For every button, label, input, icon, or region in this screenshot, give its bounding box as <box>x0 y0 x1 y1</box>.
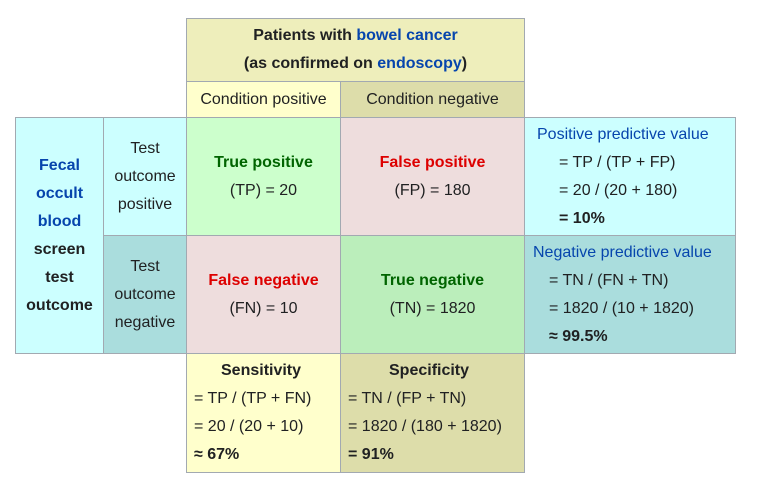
test-name-line-4: screen <box>33 240 86 258</box>
false-negative-value: (FN) = 10 <box>229 299 298 317</box>
ppv-calculation: = 20 / (20 + 180) <box>559 181 678 199</box>
condition-negative-label: Condition negative <box>366 90 499 108</box>
test-negative-line-3: negative <box>114 313 176 331</box>
header-subtitle-close: ) <box>461 55 468 72</box>
specificity-title-link[interactable]: Specificity <box>389 362 470 379</box>
npv-title-link[interactable]: Negative predictive value <box>533 243 712 261</box>
sensitivity-cell: Sensitivity = TP / (TP + FN) = 20 / (20 … <box>186 353 341 473</box>
true-negative-value: (TN) = 1820 <box>389 299 476 317</box>
header-subtitle: (as confirmed on endoscopy) <box>244 50 467 78</box>
true-negative-label: True negative <box>380 271 485 289</box>
specificity-cell: Specificity = TN / (FP + TN) = 1820 / (1… <box>340 353 525 473</box>
test-negative-line-1: Test <box>130 257 160 275</box>
specificity-calculation: = 1820 / (180 + 1820) <box>348 418 502 435</box>
fecal-occult-blood-link[interactable]: Fecal occult blood <box>36 152 83 236</box>
specificity-formula: = TN / (FP + TN) <box>348 390 467 407</box>
ppv-cell: Positive predictive value = TP / (TP + F… <box>524 117 736 236</box>
condition-positive-header: Condition positive <box>186 81 341 118</box>
bowel-cancer-link[interactable]: bowel cancer <box>356 27 458 44</box>
test-name-cell: Fecal occult blood screen test outcome <box>15 117 104 354</box>
test-name-line-2: occult <box>35 184 84 202</box>
ppv-formula: = TP / (TP + FP) <box>559 153 676 171</box>
ppv-result: = 10% <box>559 209 605 227</box>
true-positive-cell: True positive (TP) = 20 <box>186 117 341 236</box>
test-name-rest: screen test outcome <box>26 236 93 320</box>
header-title-text: Patients with <box>253 27 357 44</box>
false-positive-label: False positive <box>379 153 486 171</box>
endoscopy-link[interactable]: endoscopy <box>377 55 462 72</box>
false-positive-cell: False positive (FP) = 180 <box>340 117 525 236</box>
test-name-line-5: test <box>45 268 74 286</box>
false-negative-label: False negative <box>208 271 319 289</box>
test-outcome-positive: Test outcome positive <box>103 117 187 236</box>
false-positive-value: (FP) = 180 <box>394 181 471 199</box>
npv-calculation: = 1820 / (10 + 1820) <box>549 299 694 317</box>
condition-positive-label: Condition positive <box>200 90 327 108</box>
npv-result: ≈ 99.5% <box>549 327 608 345</box>
sensitivity-formula: = TP / (TP + FN) <box>194 390 312 407</box>
sensitivity-title-link[interactable]: Sensitivity <box>221 362 302 379</box>
test-outcome-negative: Test outcome negative <box>103 235 187 354</box>
ppv-title-link[interactable]: Positive predictive value <box>537 125 709 143</box>
test-positive-line-1: Test <box>130 139 160 157</box>
test-name-line-1: Fecal <box>39 156 80 174</box>
test-name-line-3: blood <box>37 212 82 230</box>
true-negative-cell: True negative (TN) = 1820 <box>340 235 525 354</box>
patients-header: Patients with bowel cancer (as confirmed… <box>186 18 525 82</box>
test-negative-line-2: outcome <box>114 285 176 303</box>
test-positive-line-3: positive <box>117 195 173 213</box>
header-subtitle-text: (as confirmed on <box>243 55 378 72</box>
true-positive-label: True positive <box>214 153 313 171</box>
sensitivity-calculation: = 20 / (20 + 10) <box>194 418 304 435</box>
specificity-result: = 91% <box>348 446 394 463</box>
header-title: Patients with bowel cancer <box>253 22 458 50</box>
test-name-line-6: outcome <box>26 296 93 314</box>
npv-formula: = TN / (FN + TN) <box>549 271 669 289</box>
true-positive-value: (TP) = 20 <box>229 181 298 199</box>
condition-negative-header: Condition negative <box>340 81 525 118</box>
test-positive-line-2: outcome <box>114 167 176 185</box>
npv-cell: Negative predictive value = TN / (FN + T… <box>524 235 736 354</box>
false-negative-cell: False negative (FN) = 10 <box>186 235 341 354</box>
sensitivity-result: ≈ 67% <box>194 446 240 463</box>
